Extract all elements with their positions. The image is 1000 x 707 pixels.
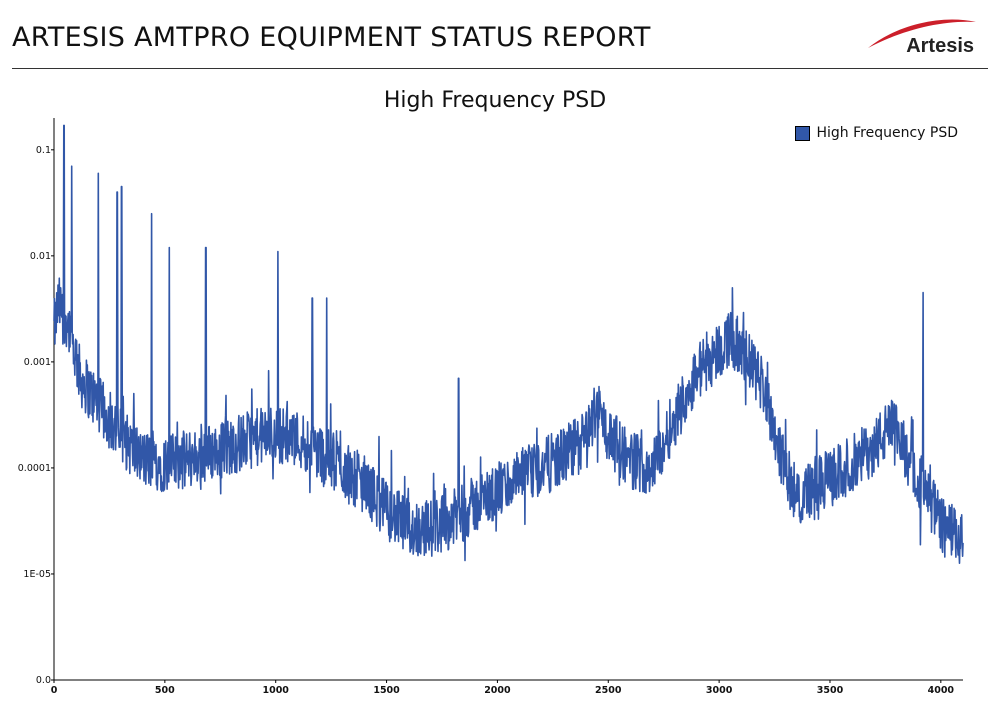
legend-label: High Frequency PSD bbox=[816, 125, 958, 141]
x-tick-label: 2500 bbox=[595, 685, 622, 696]
y-tick-label: 0.001 bbox=[24, 357, 51, 368]
x-tick-label: 4000 bbox=[928, 685, 955, 696]
y-tick-label: 0.1 bbox=[36, 145, 51, 156]
report-title: ARTESIS AMTPRO EQUIPMENT STATUS REPORT bbox=[12, 22, 651, 53]
y-tick-label: 0.0001 bbox=[18, 463, 51, 474]
x-tick-label: 3500 bbox=[817, 685, 844, 696]
x-tick-label: 500 bbox=[155, 685, 175, 696]
x-tick-label: 2000 bbox=[484, 685, 511, 696]
y-tick-label: 0.01 bbox=[30, 251, 51, 262]
legend-swatch bbox=[795, 125, 811, 141]
chart-title: High Frequency PSD bbox=[383, 88, 607, 113]
x-tick-label: 0 bbox=[51, 685, 58, 696]
logo-swoosh-icon bbox=[868, 19, 976, 48]
x-tick-label: 3000 bbox=[706, 685, 733, 696]
y-tick-label: 0.0 bbox=[36, 675, 51, 686]
chart-legend: High Frequency PSD bbox=[795, 125, 958, 141]
psd-series-line bbox=[53, 124, 964, 564]
x-tick-label: 1000 bbox=[262, 685, 289, 696]
y-tick-label: 1E-05 bbox=[23, 569, 51, 580]
header-divider bbox=[12, 68, 988, 69]
artesis-logo: Artesis bbox=[860, 12, 980, 60]
x-tick-label: 1500 bbox=[373, 685, 400, 696]
logo-text: Artesis bbox=[906, 35, 974, 57]
